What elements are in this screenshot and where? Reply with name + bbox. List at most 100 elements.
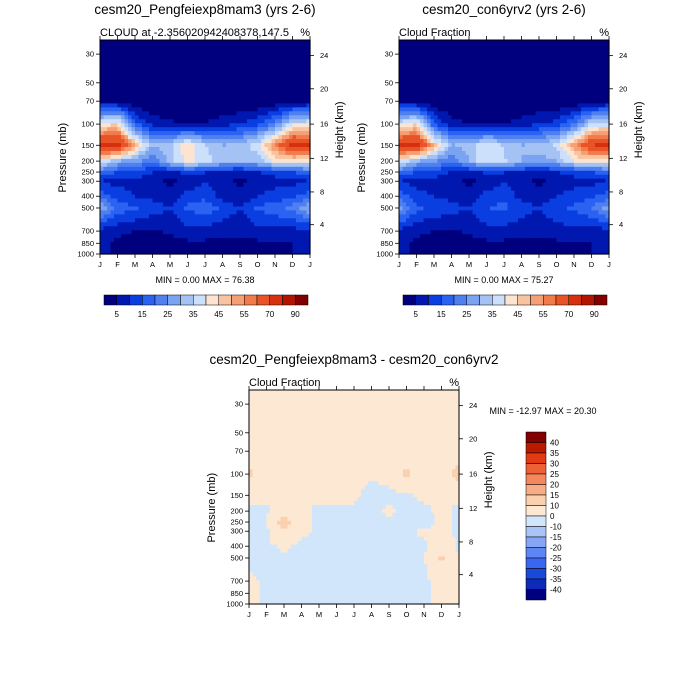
model-a-cell [191, 139, 196, 144]
model-b-cell [399, 139, 404, 144]
model-a-cell [250, 210, 255, 215]
model-a-cell [163, 246, 168, 251]
model-b-cell [427, 107, 432, 112]
model-a-cell [194, 79, 199, 85]
model-b-cell [507, 135, 512, 140]
model-a-cell [163, 123, 168, 128]
model-a-cell [156, 170, 161, 176]
model-a-cell [114, 246, 119, 251]
model-a-cell [299, 190, 304, 196]
model-a-cell [278, 154, 283, 160]
model-b-cell [483, 103, 488, 108]
model-a-cell [138, 99, 143, 104]
model-a-cell [163, 158, 168, 164]
model-a-cell [142, 170, 147, 176]
model-b-cell [409, 59, 414, 65]
model-a-cell [296, 242, 301, 247]
model-a-cell [177, 43, 182, 49]
model-b-cell [497, 107, 502, 112]
model-b-cell [556, 79, 561, 85]
model-a-cell [173, 170, 178, 176]
model-a-cell [128, 75, 133, 81]
model-b-cell [406, 119, 411, 124]
model-b-cell [409, 79, 414, 85]
model-a-cell [250, 63, 255, 69]
model-b-cell [472, 115, 477, 120]
model-a-cell [180, 91, 185, 97]
model-b-cell [455, 139, 460, 144]
model-a-cell [124, 111, 129, 116]
model-a-cell [135, 154, 140, 160]
model-a-cell [170, 83, 175, 89]
model-a-cell [187, 123, 192, 128]
model-a-cell [114, 218, 119, 223]
model-a-cell [131, 250, 136, 255]
model-b-cell [462, 127, 467, 132]
model-a-cell [233, 143, 238, 148]
model-a-cell [296, 111, 301, 116]
model-a-cell [219, 123, 224, 128]
model-a-cell [124, 135, 129, 140]
model-a-cell [215, 230, 220, 235]
model-a-cell [289, 63, 294, 69]
model-a-cell [296, 115, 301, 120]
model-b-cell [570, 40, 575, 45]
model-a-cell [201, 198, 206, 204]
model-a-cell [149, 135, 154, 140]
model-b-cell [560, 127, 565, 132]
model-a-cell [152, 135, 157, 140]
model-a-cell [264, 226, 269, 231]
model-a-cell [163, 202, 168, 208]
model-a-cell [275, 63, 280, 69]
model-a-cell [159, 59, 164, 65]
model-a-cell [128, 206, 133, 211]
model-a-cell [229, 166, 234, 172]
model-a-cell [233, 158, 238, 164]
model-a-cell [303, 79, 308, 85]
model-a-cell [212, 170, 217, 176]
model-b-cell [448, 147, 453, 152]
model-a-y-tick-label: 500 [81, 203, 94, 212]
model-a-cell [299, 135, 304, 140]
model-a-cell [215, 87, 220, 93]
model-a-cell [198, 170, 203, 176]
model-a-cell [275, 123, 280, 128]
model-b-cell [427, 123, 432, 128]
model-b-cell [462, 111, 467, 116]
model-a-cell [110, 150, 115, 156]
model-a-cell [282, 63, 287, 69]
model-a-cell [292, 218, 297, 223]
model-a-cell [124, 55, 129, 61]
model-a-cell [180, 83, 185, 89]
model-a-cell [194, 178, 199, 184]
model-a-cell [299, 71, 304, 77]
model-a-cell [194, 43, 199, 49]
model-a-cell [264, 218, 269, 223]
model-a-cell [128, 55, 133, 61]
model-a-cell [180, 43, 185, 49]
model-b-cell [462, 143, 467, 148]
model-b-cell [525, 51, 530, 57]
model-a-cell [254, 115, 259, 120]
model-b-cell [500, 107, 505, 112]
model-b-cell [399, 79, 404, 85]
model-a-cell [173, 178, 178, 184]
model-a-cell [292, 55, 297, 61]
model-a-cell [138, 115, 143, 120]
model-b-cell [406, 115, 411, 120]
model-a-cell [205, 67, 210, 73]
model-b-cell [402, 40, 407, 45]
model-b-cell [549, 131, 554, 136]
model-a-cell [184, 143, 189, 148]
model-a-cell [250, 71, 255, 77]
model-a-cell [159, 111, 164, 116]
model-a-cell [243, 202, 248, 208]
model-a-cell [306, 63, 311, 69]
model-a-cell [114, 186, 119, 192]
model-b-cell [416, 40, 421, 45]
model-b-cell [448, 123, 453, 128]
model-a-cell [156, 111, 161, 116]
model-a-cell [152, 99, 157, 104]
model-a-cell [215, 91, 220, 97]
model-b-cell [598, 99, 603, 104]
